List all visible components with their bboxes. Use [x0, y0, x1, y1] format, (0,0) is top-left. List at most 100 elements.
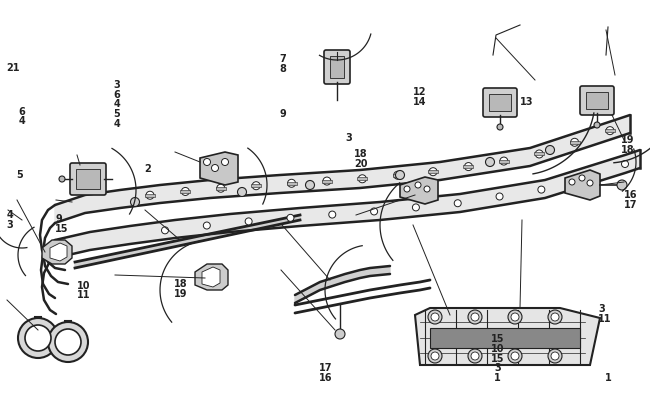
Text: 9: 9: [55, 214, 62, 224]
Circle shape: [428, 310, 442, 324]
Polygon shape: [42, 240, 72, 264]
Text: 3: 3: [114, 80, 120, 90]
Bar: [287, 182, 296, 185]
Circle shape: [335, 329, 345, 339]
Polygon shape: [85, 190, 120, 213]
Bar: [499, 160, 509, 163]
Text: 8: 8: [280, 64, 287, 74]
Polygon shape: [565, 170, 600, 200]
Polygon shape: [295, 266, 390, 303]
Circle shape: [497, 124, 503, 130]
Circle shape: [454, 200, 462, 207]
Text: 15: 15: [491, 334, 505, 344]
Bar: [586, 92, 608, 109]
FancyBboxPatch shape: [580, 86, 614, 115]
Text: 13: 13: [520, 97, 534, 107]
Circle shape: [551, 313, 559, 321]
Polygon shape: [75, 215, 300, 268]
Circle shape: [617, 180, 627, 190]
Polygon shape: [55, 195, 85, 223]
Polygon shape: [55, 232, 90, 258]
Bar: [322, 180, 332, 182]
Circle shape: [538, 186, 545, 193]
Circle shape: [587, 180, 593, 186]
Circle shape: [548, 310, 562, 324]
Text: 1: 1: [494, 373, 500, 383]
Circle shape: [404, 186, 410, 192]
Text: 3: 3: [346, 133, 352, 143]
Text: 21: 21: [6, 63, 20, 73]
Circle shape: [431, 313, 439, 321]
Polygon shape: [50, 243, 67, 261]
Circle shape: [551, 352, 559, 360]
Circle shape: [606, 126, 614, 135]
Polygon shape: [360, 162, 440, 188]
Circle shape: [511, 352, 519, 360]
Circle shape: [25, 325, 51, 351]
Circle shape: [59, 176, 65, 182]
Circle shape: [131, 197, 140, 206]
Polygon shape: [130, 220, 175, 244]
Circle shape: [211, 165, 218, 171]
Circle shape: [535, 150, 543, 158]
Polygon shape: [90, 226, 130, 250]
Polygon shape: [530, 120, 615, 166]
Text: 10: 10: [77, 281, 90, 291]
Circle shape: [545, 145, 554, 154]
Text: 4: 4: [114, 99, 120, 110]
Circle shape: [511, 313, 519, 321]
Circle shape: [465, 163, 473, 171]
Polygon shape: [230, 208, 300, 232]
Circle shape: [203, 158, 211, 165]
Circle shape: [287, 179, 296, 187]
Text: 16: 16: [318, 373, 332, 383]
FancyBboxPatch shape: [70, 163, 106, 195]
Text: 12: 12: [413, 87, 426, 97]
Circle shape: [496, 193, 503, 200]
Circle shape: [508, 310, 522, 324]
Text: 14: 14: [413, 97, 426, 107]
Text: 4: 4: [18, 116, 25, 126]
Polygon shape: [545, 155, 625, 198]
Bar: [181, 190, 190, 193]
Polygon shape: [460, 180, 545, 212]
Polygon shape: [615, 115, 630, 138]
Bar: [569, 141, 580, 144]
Circle shape: [431, 352, 439, 360]
Text: 18: 18: [354, 149, 368, 159]
Circle shape: [216, 184, 225, 192]
Circle shape: [203, 222, 211, 229]
Bar: [489, 94, 511, 111]
Bar: [216, 187, 226, 190]
Bar: [430, 328, 580, 348]
Text: 18: 18: [174, 279, 188, 289]
Text: 18: 18: [621, 145, 634, 155]
Circle shape: [571, 138, 578, 146]
Text: 17: 17: [624, 200, 638, 210]
Bar: [76, 169, 100, 189]
Bar: [251, 184, 261, 187]
Circle shape: [412, 204, 419, 211]
Circle shape: [508, 349, 522, 363]
Circle shape: [222, 158, 229, 165]
Text: 3: 3: [6, 219, 13, 230]
FancyBboxPatch shape: [483, 88, 517, 117]
Circle shape: [48, 322, 88, 362]
Text: 6: 6: [18, 106, 25, 117]
Text: 4: 4: [114, 119, 120, 129]
Text: 4: 4: [6, 210, 13, 220]
Polygon shape: [120, 185, 160, 208]
Circle shape: [486, 158, 495, 167]
Text: 16: 16: [624, 190, 638, 200]
Bar: [534, 152, 544, 156]
Text: 5: 5: [16, 170, 23, 180]
Circle shape: [370, 208, 378, 215]
Circle shape: [245, 218, 252, 225]
Circle shape: [252, 182, 260, 190]
Circle shape: [594, 122, 600, 128]
Bar: [463, 165, 473, 168]
Text: 9: 9: [280, 109, 286, 119]
Bar: [145, 194, 155, 197]
Text: 2: 2: [144, 164, 151, 175]
Circle shape: [18, 318, 58, 358]
